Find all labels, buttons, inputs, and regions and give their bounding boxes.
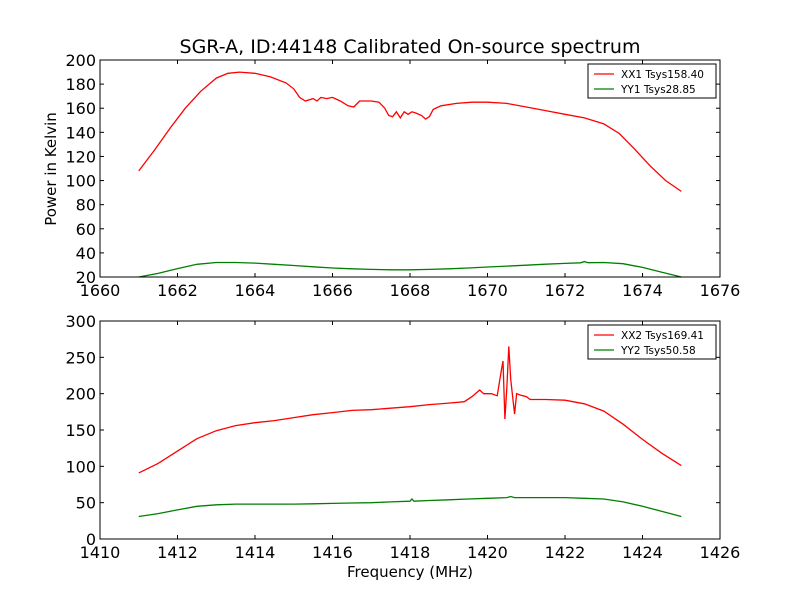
x-tick-label: 1670 [467, 281, 508, 300]
y-tick-label: 80 [76, 196, 96, 215]
legend-label: YY1 Tsys28.85 [620, 84, 696, 96]
y-tick-label: 200 [65, 51, 96, 70]
series-line-2-1 [138, 346, 682, 474]
y-tick-label: 300 [65, 312, 96, 331]
y-tick-label: 180 [65, 75, 96, 94]
y-tick-label: 60 [76, 220, 96, 239]
x-tick-label: 1672 [545, 281, 586, 300]
y-tick-label: 160 [65, 99, 96, 118]
x-tick-label: 1414 [235, 543, 276, 562]
x-tick-label: 1666 [312, 281, 353, 300]
y-tick-label: 0 [86, 530, 96, 549]
legend: XX1 Tsys158.40 YY1 Tsys28.85 [587, 63, 717, 99]
y-tick-label: 120 [65, 147, 96, 166]
y-tick-label: 50 [76, 494, 96, 513]
y-axis-label: Power in Kelvin [42, 112, 60, 226]
legend-label: YY2 Tsys50.58 [620, 345, 696, 357]
x-tick-label: 1662 [157, 281, 198, 300]
top-plot: 1660 1662 1664 1666 1668 1670 1672 1674 1676 20 40… [65, 51, 740, 300]
x-tick-label: 1424 [622, 543, 663, 562]
x-tick-label: 1412 [157, 543, 198, 562]
x-axis-label: Frequency (MHz) [347, 563, 473, 581]
y-tick-label: 20 [76, 268, 96, 287]
x-tick-label: 1418 [390, 543, 431, 562]
legend: XX2 Tsys169.41 YY2 Tsys50.58 [587, 324, 717, 360]
y-tick-label: 100 [65, 457, 96, 476]
legend-label: XX2 Tsys169.41 [621, 330, 704, 342]
y-tick-label: 250 [65, 348, 96, 367]
x-tick-label: 1674 [622, 281, 663, 300]
x-tick-label: 1676 [700, 281, 741, 300]
x-tick-label: 1660 [80, 281, 121, 300]
legend-label: XX1 Tsys158.40 [621, 69, 704, 81]
legend-box [587, 63, 717, 99]
x-tick-label: 1422 [545, 543, 586, 562]
bottom-plot: 1410 1412 1414 1416 1418 1420 1422 1424 1426 0 50 1… [65, 312, 740, 562]
x-tick-label: 1410 [80, 543, 121, 562]
y-tick-label: 40 [76, 244, 96, 263]
chart-title: SGR-A, ID:44148 Calibrated On-source spe… [180, 36, 641, 58]
x-tick-label: 1420 [467, 543, 508, 562]
series-line-2-2 [138, 495, 682, 518]
x-tick-label: 1664 [235, 281, 276, 300]
series-line-1-1 [138, 71, 682, 192]
y-tick-label: 200 [65, 385, 96, 404]
x-tick-label: 1416 [312, 543, 353, 562]
x-tick-label: 1426 [700, 543, 741, 562]
series-line-1-2 [138, 260, 682, 278]
y-tick-label: 100 [65, 172, 96, 191]
x-tick-label: 1668 [390, 281, 431, 300]
y-tick-label: 140 [65, 123, 96, 142]
legend-box [587, 324, 717, 360]
y-tick-label: 150 [65, 421, 96, 440]
